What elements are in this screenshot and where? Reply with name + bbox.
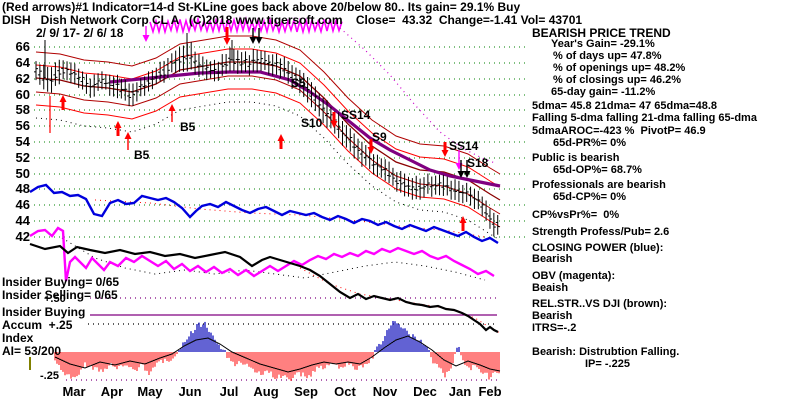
- x-axis-month-10: Jan: [448, 384, 472, 399]
- left-label-3: Insider Buying: [2, 305, 86, 319]
- panel-line-4: % of closings up= 46.2%: [553, 74, 682, 86]
- panel-line-6: 5dma= 45.8 21dma= 47 65dma=48.8: [532, 100, 717, 112]
- x-axis-month-0: Mar: [62, 384, 86, 399]
- left-label-6: AI= 53/200: [2, 344, 62, 358]
- panel-line-5: 65-day gain= -11.2%: [551, 86, 656, 98]
- left-label-7: -.25: [40, 370, 59, 382]
- price-annotation-6: SS14: [449, 139, 479, 153]
- y-axis-label-5: 56: [15, 118, 30, 133]
- panel-line-7: Falling 5-dma falling 21-dma falling 65-…: [532, 112, 757, 124]
- y-axis-label-4: 58: [15, 102, 30, 117]
- x-axis-month-5: Aug: [253, 384, 279, 399]
- panel-line-11: 65d-OP%= 68.7%: [553, 164, 642, 176]
- panel-line-8: 5dmaAROC=-423 % PivotP= 46.9: [532, 125, 706, 137]
- y-axis-label-6: 54: [15, 134, 30, 149]
- left-label-2: +.50: [44, 293, 66, 305]
- price-annotation-5: S9: [372, 130, 387, 144]
- price-annotation-0: S5: [291, 76, 306, 90]
- panel-line-17: Bearish: [532, 253, 573, 265]
- panel-line-1: Year's Gain= -29.1%: [551, 38, 655, 50]
- x-axis-month-2: May: [137, 384, 163, 399]
- panel-line-20: REL.STR..VS DJI (brown):: [532, 298, 668, 310]
- x-axis-month-9: Dec: [413, 384, 437, 399]
- price-annotation-1: B5: [180, 120, 196, 134]
- left-label-0: Insider Buying= 0/65: [2, 275, 120, 289]
- y-axis-label-10: 46: [15, 197, 30, 212]
- y-axis-label-9: 48: [15, 181, 30, 196]
- indicator-headline: (Red arrows)#1 Indicator=14-d St-KLine g…: [2, 0, 521, 14]
- panel-line-18: OBV (magenta):: [532, 270, 616, 282]
- price-annotation-7: S18: [467, 156, 489, 170]
- panel-line-12: Professionals are bearish: [532, 179, 666, 191]
- panel-line-15: Strength Profess/Pub= 2.6: [532, 226, 670, 238]
- panel-line-19: Beaish: [532, 282, 569, 294]
- panel-line-23: Bearish: Distrubtion Falling.: [532, 346, 680, 358]
- x-axis-month-8: Nov: [372, 384, 398, 399]
- panel-line-16: CLOSING POWER (blue):: [532, 242, 664, 254]
- x-axis-month-6: Sep: [294, 384, 318, 399]
- panel-line-22: ITRS=-.2: [532, 322, 577, 334]
- panel-line-9: 65d-PR%= 0%: [553, 137, 627, 149]
- panel-line-24: IP= -.225: [585, 358, 630, 370]
- panel-line-10: Public is bearish: [532, 152, 620, 164]
- y-axis-label-0: 66: [15, 39, 30, 54]
- left-label-4: Accum +.25: [2, 318, 73, 332]
- y-axis-label-11: 44: [15, 213, 30, 228]
- ticker-headline: DISH Dish Network Corp CL A (C)2018 www.…: [2, 13, 583, 27]
- panel-line-2: % of days up= 47.8%: [553, 50, 662, 62]
- x-axis-month-3: Jun: [178, 384, 202, 399]
- panel-line-14: CP%vsPr%= 0%: [532, 209, 620, 221]
- y-axis-label-8: 50: [15, 166, 30, 181]
- y-axis-label-3: 60: [15, 87, 30, 102]
- y-axis-label-12: 42: [15, 229, 30, 244]
- x-axis-month-7: Oct: [334, 384, 356, 399]
- panel-line-0: BEARISH PRICE TREND: [532, 26, 671, 40]
- price-annotation-4: SS14: [341, 108, 371, 122]
- price-annotation-2: B5: [134, 148, 150, 162]
- y-axis-label-7: 52: [15, 150, 30, 165]
- left-label-5: Index: [2, 331, 34, 345]
- y-axis-label-2: 62: [15, 71, 30, 86]
- y-axis-label-1: 64: [15, 55, 30, 70]
- left-label-1: Insider Selling= 0/65: [2, 288, 118, 302]
- panel-line-13: 65d-CP%= 0%: [553, 191, 627, 203]
- x-axis-month-11: Feb: [478, 384, 502, 399]
- panel-line-3: % of openings up= 48.2%: [553, 62, 686, 74]
- x-axis-month-4: Jul: [219, 384, 239, 399]
- price-annotation-3: S10: [301, 116, 323, 130]
- x-axis-month-1: Apr: [100, 384, 124, 399]
- panel-line-21: Bearish: [532, 310, 573, 322]
- date-range: 2/ 9/ 17- 2/ 6/ 18: [36, 26, 124, 40]
